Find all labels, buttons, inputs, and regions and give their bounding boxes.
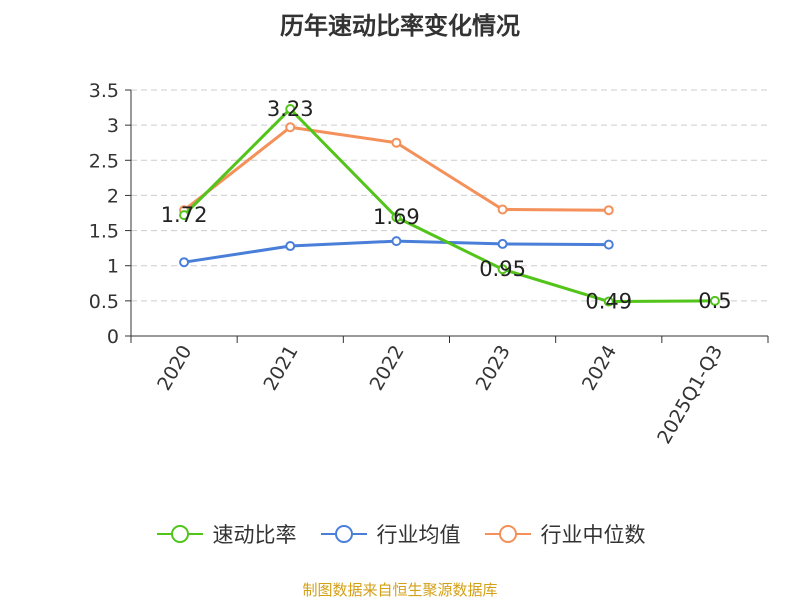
data-point: [285, 122, 296, 133]
y-tick-label: 1.5: [89, 221, 119, 243]
legend-item-quick-ratio[interactable]: 速动比率: [155, 519, 297, 549]
chart-title: 历年速动比率变化情况: [280, 12, 520, 40]
data-point: [285, 103, 296, 114]
legend-line-marker-icon: [484, 525, 531, 543]
y-tick-label: 3.5: [89, 80, 119, 102]
x-tick-label: 2020: [153, 342, 196, 395]
y-tick-label: 0: [107, 326, 119, 348]
legend: 速动比率 行业均值 行业中位数: [0, 519, 800, 549]
legend-label: 行业均值: [376, 523, 461, 547]
data-label: 1.69: [373, 205, 420, 229]
legend-label: 行业中位数: [540, 523, 646, 547]
data-point: [497, 264, 508, 275]
y-tick-label: 2: [107, 185, 119, 207]
data-point: [709, 295, 720, 306]
y-tick-label: 3: [107, 115, 119, 137]
data-label: 0.95: [479, 257, 526, 281]
data-point: [179, 257, 190, 268]
legend-line-marker-icon: [320, 525, 367, 543]
data-label: 0.5: [698, 289, 731, 313]
legend-label: 速动比率: [212, 523, 297, 547]
data-point: [497, 204, 508, 215]
data-point: [285, 241, 296, 252]
series-lines: [179, 103, 720, 307]
x-tick-label: 2025Q1-Q3: [653, 342, 727, 448]
x-tick-label: 2023: [472, 342, 515, 395]
x-tick-label: 2022: [366, 342, 409, 395]
data-point: [391, 212, 402, 223]
data-point: [603, 239, 614, 250]
axes: 0 0.5 1 1.5 2 2.5 3 3.5 2020 2021 2022 2023 2024 2025…: [89, 80, 769, 448]
x-tick-label: 2024: [578, 342, 621, 395]
grid-lines: [131, 89, 768, 302]
data-point: [391, 137, 402, 148]
data-point: [391, 236, 402, 247]
y-tick-label: 2.5: [89, 150, 119, 172]
data-point: [497, 238, 508, 249]
data-point: [179, 210, 190, 221]
data-point: [603, 296, 614, 307]
data-label: 1.72: [161, 203, 208, 227]
legend-line-marker-icon: [156, 525, 203, 543]
data-label: 0.49: [585, 290, 632, 314]
source-note: 制图数据来自恒生聚源数据库: [302, 581, 498, 599]
legend-item-industry-mean[interactable]: 行业均值: [319, 519, 461, 549]
x-tick-label: 2021: [259, 342, 302, 395]
y-tick-label: 0.5: [89, 291, 119, 313]
data-labels: 1.72 3.23 1.69 0.95 0.49 0.5: [161, 97, 732, 314]
data-label: 3.23: [267, 97, 314, 121]
legend-item-industry-median[interactable]: 行业中位数: [483, 519, 646, 549]
data-point: [603, 205, 614, 216]
series-line: [183, 107, 715, 304]
y-tick-label: 1: [107, 256, 119, 278]
